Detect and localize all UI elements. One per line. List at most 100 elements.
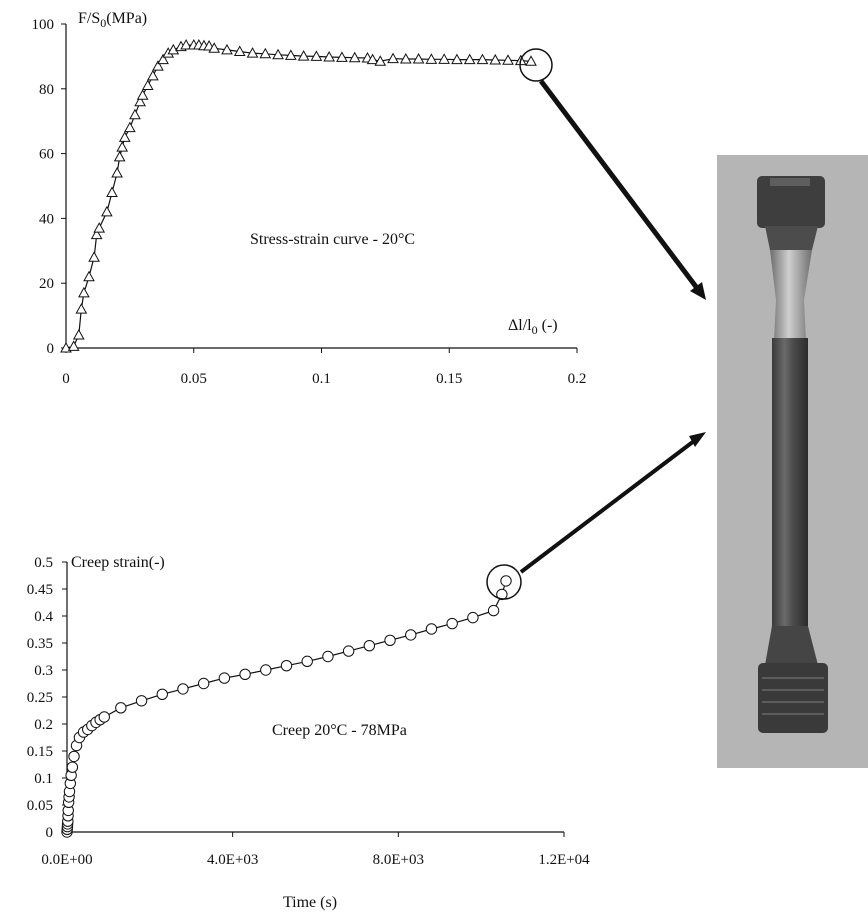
data-point — [90, 228, 103, 240]
data-point — [147, 69, 159, 81]
data-point — [78, 286, 90, 298]
data-point — [374, 55, 387, 66]
y-tick-label: 0.4 — [34, 609, 53, 625]
data-point — [134, 95, 146, 107]
data-point — [525, 55, 537, 66]
data-point — [280, 659, 293, 672]
series-line — [65, 44, 532, 349]
specimen-photo — [717, 155, 868, 768]
data-point — [129, 108, 141, 120]
arrow-top-head — [690, 282, 706, 300]
data-point — [467, 611, 479, 624]
x-tick-label: 0.1 — [312, 371, 331, 387]
y-tick-label: 0 — [47, 341, 55, 357]
data-point — [336, 51, 348, 62]
data-point — [136, 89, 149, 100]
data-point — [272, 48, 284, 60]
arrow-bottom — [519, 436, 700, 574]
series-line — [66, 580, 507, 833]
callout-arrows — [486, 48, 706, 600]
data-point — [297, 50, 310, 61]
data-point — [487, 604, 500, 617]
chart-annotation: Creep 20°C - 78MPa — [272, 722, 407, 739]
data-point — [218, 672, 231, 684]
data-point — [141, 79, 154, 91]
data-point — [116, 141, 129, 152]
y-tick-label: 60 — [39, 147, 54, 163]
y-tick-label: 40 — [39, 211, 54, 227]
x-tick-label: 0.0E+00 — [41, 852, 92, 868]
x-tick-label: 0.05 — [181, 371, 207, 387]
y-tick-label: 80 — [39, 82, 54, 98]
data-point — [157, 53, 169, 65]
data-point — [68, 750, 80, 763]
y-axis-label: F/S0(MPa) — [78, 10, 147, 30]
y-tick-label: 0.3 — [34, 663, 53, 679]
y-tick-label: 0.45 — [27, 582, 53, 598]
data-point — [342, 645, 355, 657]
y-tick-label: 0.5 — [34, 555, 53, 571]
y-tick-label: 0.25 — [27, 690, 53, 706]
data-point — [233, 45, 246, 57]
data-point — [387, 52, 399, 64]
data-point — [239, 668, 251, 681]
data-point — [88, 251, 100, 262]
x-tick-label: 0 — [62, 371, 70, 387]
y-tick-label: 0.15 — [27, 744, 53, 760]
data-point — [446, 617, 458, 630]
data-point — [405, 629, 417, 641]
y-tick-label: 0.1 — [34, 771, 53, 787]
data-point — [115, 702, 127, 714]
data-point — [66, 761, 79, 773]
data-point — [67, 340, 80, 351]
data-point — [489, 53, 502, 65]
data-point — [476, 53, 489, 65]
data-point — [111, 167, 123, 178]
arrow-top — [539, 79, 702, 294]
data-point — [156, 688, 168, 700]
y-tick-label: 0.05 — [27, 798, 53, 814]
data-point — [124, 121, 136, 133]
data-point — [106, 186, 118, 197]
data-point — [152, 60, 164, 71]
chart-annotation: Stress-strain curve - 20°C — [250, 231, 415, 248]
y-axis-label: Creep strain(-) — [71, 554, 165, 571]
data-point — [425, 623, 438, 635]
x-axis-label: Time (s) — [283, 894, 337, 911]
data-point — [500, 575, 512, 587]
data-point — [167, 43, 180, 55]
data-point — [98, 711, 110, 723]
data-point — [221, 43, 233, 55]
data-point — [118, 131, 131, 142]
y-tick-label: 100 — [32, 17, 55, 33]
data-point — [208, 42, 221, 53]
data-point — [72, 329, 85, 340]
data-point — [260, 664, 272, 676]
data-point — [177, 683, 189, 695]
data-point — [135, 695, 148, 707]
y-tick-label: 0.35 — [27, 636, 53, 652]
data-point — [412, 52, 425, 64]
x-tick-label: 0.2 — [568, 371, 587, 387]
data-point — [384, 634, 396, 646]
data-point — [197, 677, 210, 690]
data-point — [93, 222, 106, 233]
data-point — [323, 51, 336, 62]
data-point — [83, 270, 95, 282]
data-point — [246, 47, 259, 58]
x-axis-label: Δl/l0 (-) — [508, 317, 558, 337]
arrow-bottom-head — [689, 432, 706, 447]
x-tick-label: 0.15 — [436, 371, 462, 387]
data-point — [284, 49, 297, 60]
data-point — [310, 50, 323, 61]
stress-strain-chart: 0 20 40 60 80 100 0 0.05 0.1 0.15 0.2 F/S0(MPa) Δl/l… — [32, 10, 587, 387]
data-point — [502, 54, 514, 65]
data-point — [301, 655, 313, 668]
data-point — [322, 650, 334, 663]
data-point — [438, 53, 450, 64]
x-tick-label: 4.0E+03 — [207, 852, 258, 868]
data-point — [399, 52, 412, 64]
data-point — [348, 51, 361, 63]
y-tick-label: 20 — [39, 276, 54, 292]
